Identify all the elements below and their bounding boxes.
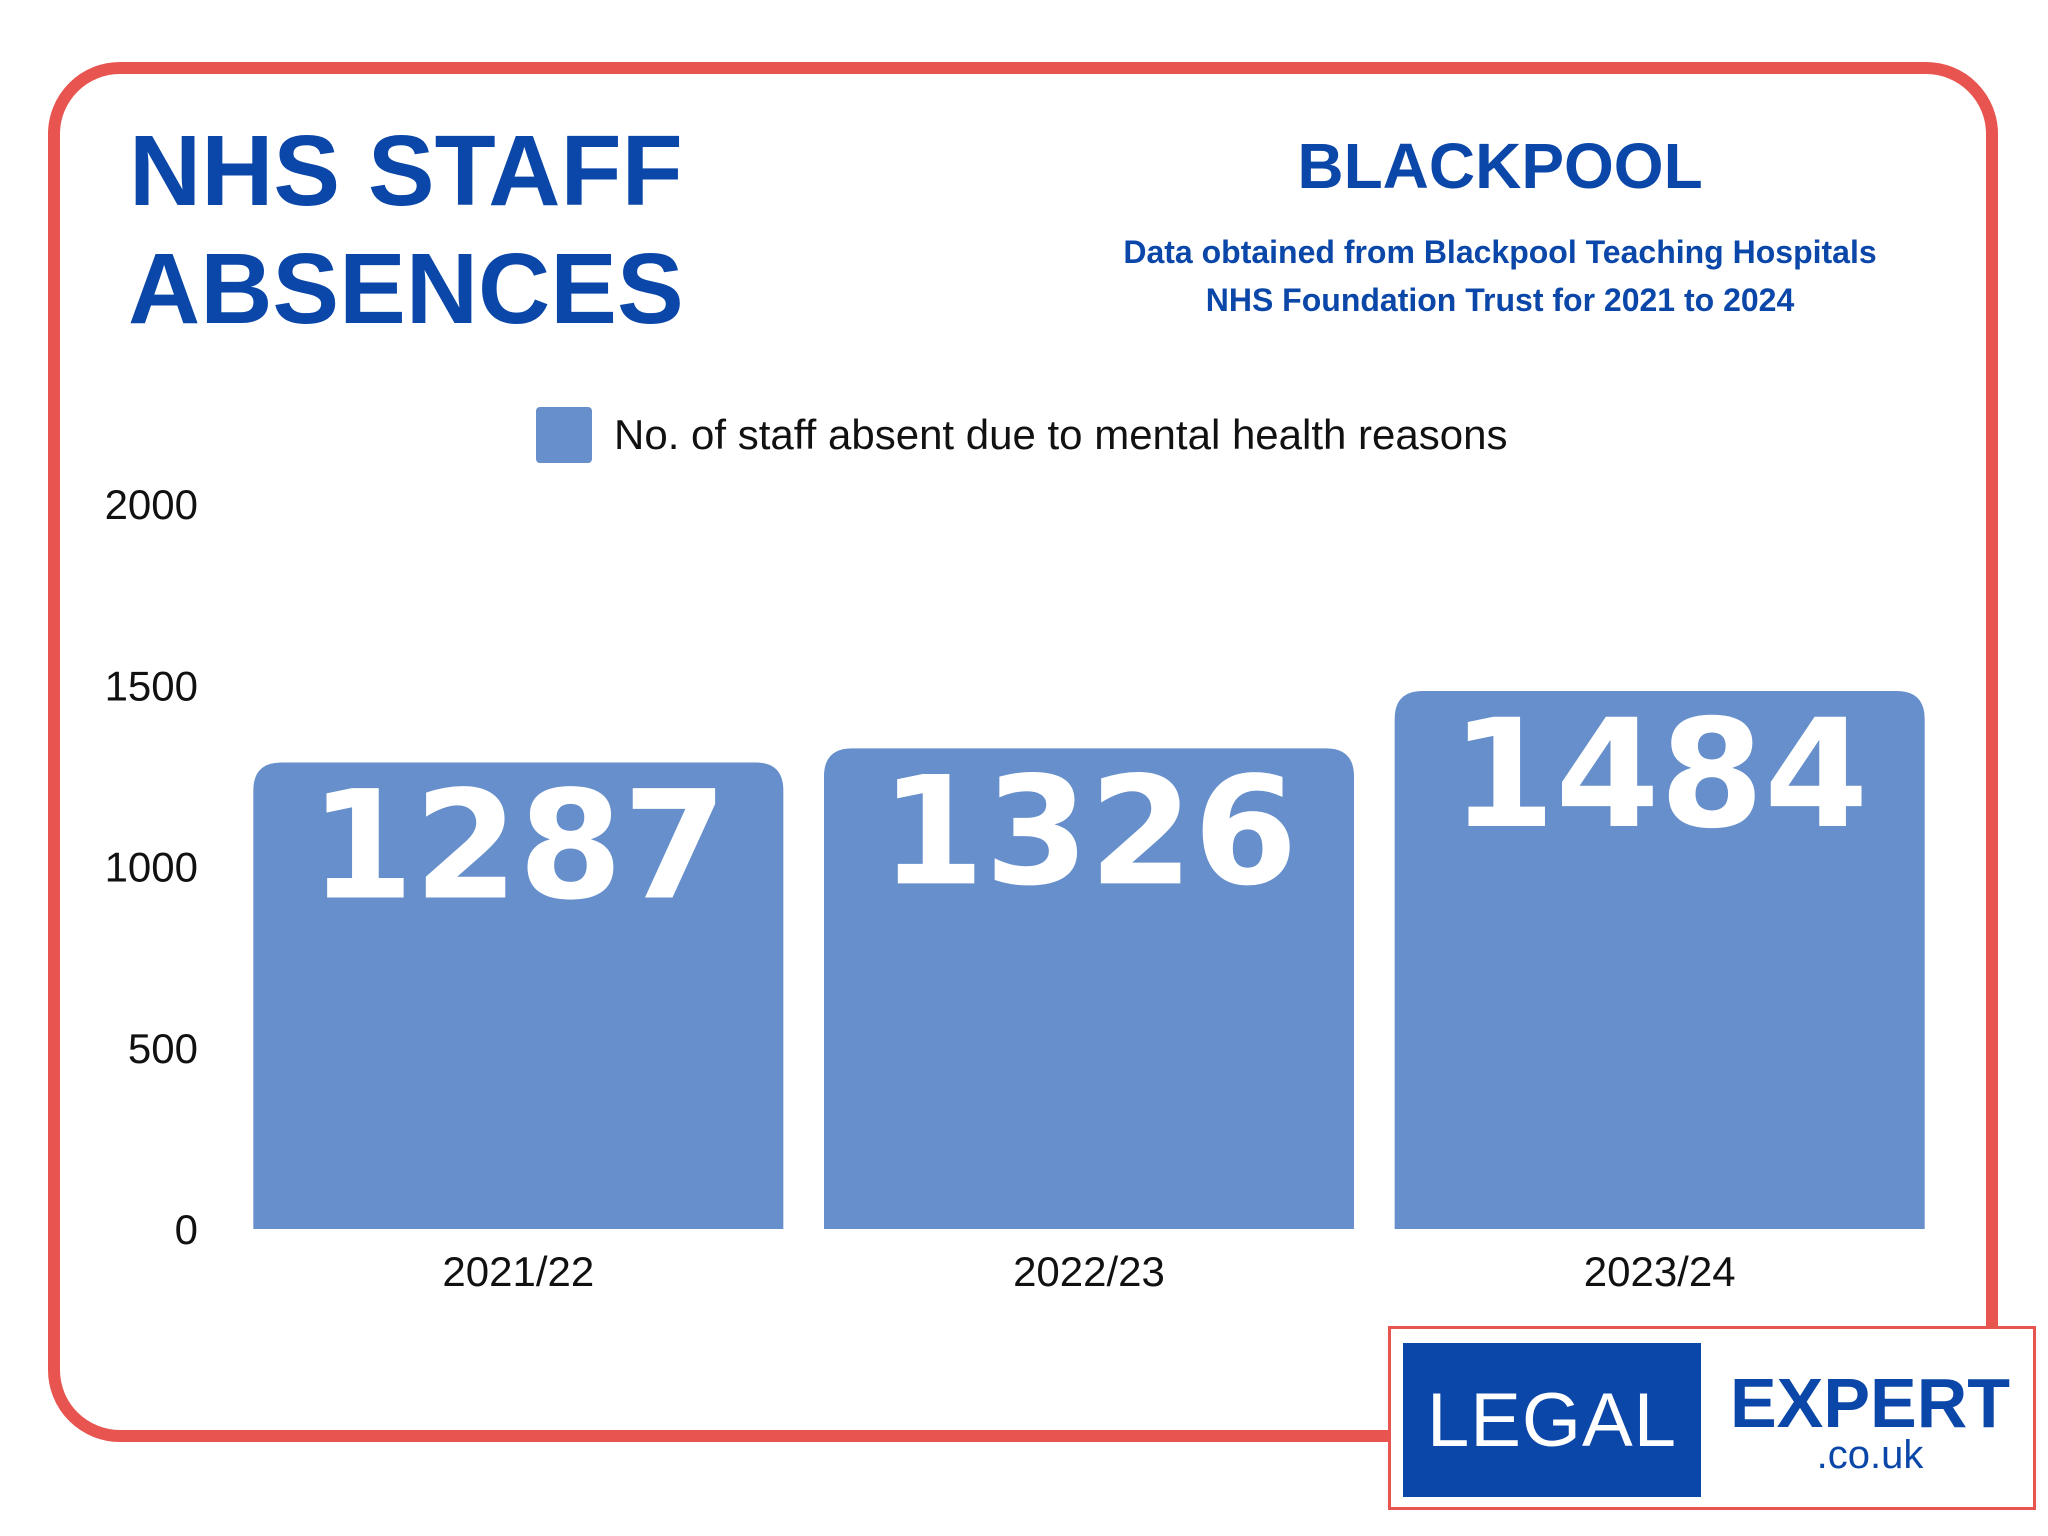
chart-title: NHS STAFF ABSENCES xyxy=(128,112,684,348)
y-tick-label: 1500 xyxy=(105,662,198,709)
bar xyxy=(253,762,784,1229)
bar-value-label: 1326 xyxy=(880,745,1297,919)
subtitle-line-1: Data obtained from Blackpool Teaching Ho… xyxy=(1123,234,1877,270)
legal-expert-logo: LEGAL EXPERT .co.uk xyxy=(1388,1326,2036,1510)
bar-value-label: 1287 xyxy=(310,759,727,933)
chart-legend: No. of staff absent due to mental health… xyxy=(536,405,1507,465)
logo-expert-block: EXPERT .co.uk xyxy=(1729,1364,2011,1477)
location-heading: BLACKPOOL xyxy=(1297,130,1703,202)
legend-swatch xyxy=(536,407,592,463)
y-tick-label: 1000 xyxy=(105,844,198,891)
x-tick-label: 2022/23 xyxy=(1013,1248,1165,1295)
x-tick-label: 2023/24 xyxy=(1584,1248,1736,1295)
subtitle-line-2: NHS Foundation Trust for 2021 to 2024 xyxy=(1205,282,1795,318)
logo-legal-block: LEGAL xyxy=(1403,1343,1701,1497)
y-tick-label: 0 xyxy=(175,1206,198,1253)
y-tick-label: 500 xyxy=(128,1025,198,1072)
legend-label: No. of staff absent due to mental health… xyxy=(614,411,1508,458)
bar xyxy=(1394,691,1925,1229)
x-tick-label: 2021/22 xyxy=(442,1248,594,1295)
title-line-2: ABSENCES xyxy=(128,233,684,345)
data-source-note: Data obtained from Blackpool Teaching Ho… xyxy=(1030,228,1970,324)
bar xyxy=(824,748,1354,1229)
bar-value-label: 1484 xyxy=(1451,688,1868,862)
title-line-1: NHS STAFF xyxy=(129,115,683,227)
y-tick-label: 2000 xyxy=(105,481,198,528)
